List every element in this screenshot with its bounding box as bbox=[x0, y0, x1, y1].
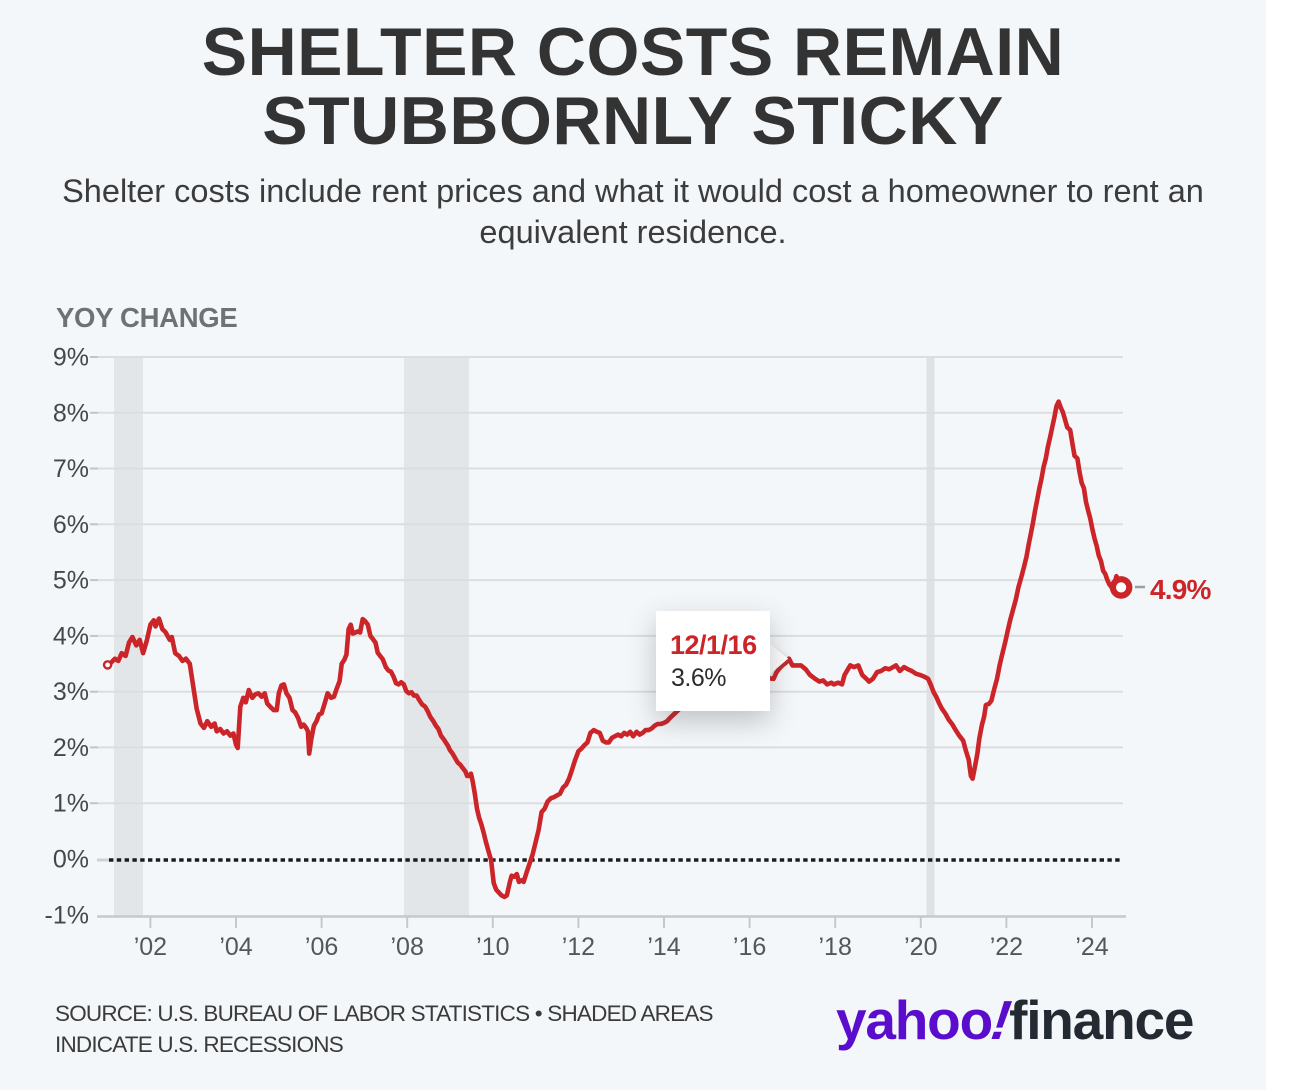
svg-text:’12: ’12 bbox=[562, 933, 595, 961]
svg-text:7%: 7% bbox=[53, 455, 89, 483]
svg-text:’24: ’24 bbox=[1075, 933, 1108, 961]
svg-text:’16: ’16 bbox=[733, 933, 766, 961]
svg-text:-1%: -1% bbox=[45, 901, 89, 929]
svg-text:’04: ’04 bbox=[219, 933, 252, 961]
svg-text:4%: 4% bbox=[53, 622, 89, 650]
svg-text:5%: 5% bbox=[53, 567, 89, 595]
svg-text:’10: ’10 bbox=[476, 933, 509, 961]
svg-text:’14: ’14 bbox=[647, 933, 680, 961]
svg-text:8%: 8% bbox=[53, 399, 89, 427]
svg-text:’08: ’08 bbox=[391, 933, 424, 961]
svg-text:’18: ’18 bbox=[819, 933, 852, 961]
svg-text:9%: 9% bbox=[53, 344, 89, 372]
svg-text:’02: ’02 bbox=[134, 933, 167, 961]
svg-text:’20: ’20 bbox=[904, 933, 937, 961]
svg-text:3%: 3% bbox=[53, 678, 89, 706]
svg-text:6%: 6% bbox=[53, 511, 89, 539]
svg-text:’22: ’22 bbox=[990, 933, 1023, 961]
svg-text:1%: 1% bbox=[53, 790, 89, 818]
svg-text:’06: ’06 bbox=[305, 933, 338, 961]
svg-text:0%: 0% bbox=[53, 846, 89, 874]
svg-text:2%: 2% bbox=[53, 734, 89, 762]
